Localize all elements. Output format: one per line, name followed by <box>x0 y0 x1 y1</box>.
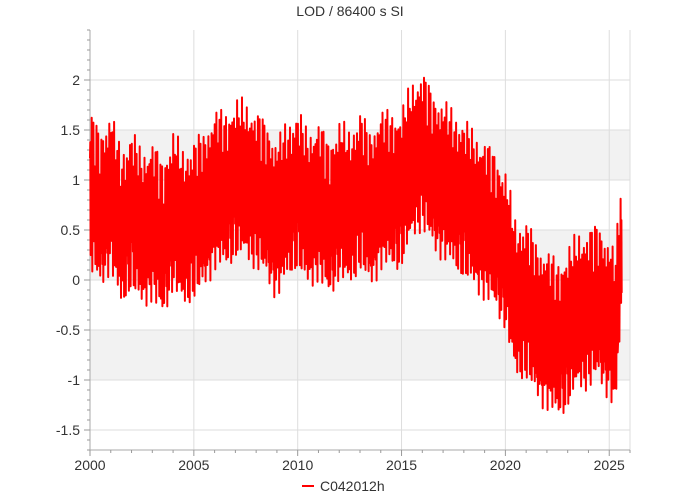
y-tick-label: -1 <box>68 372 81 388</box>
y-tick-label: 2 <box>72 72 80 88</box>
y-tick-label: 1.5 <box>61 122 81 138</box>
y-tick-label: 1 <box>72 172 80 188</box>
y-tick-label: 0.5 <box>61 222 81 238</box>
legend-label: C042012h <box>320 478 385 494</box>
x-tick-label: 2000 <box>74 457 105 473</box>
x-tick-label: 2010 <box>282 457 313 473</box>
y-tick-label: -1.5 <box>56 422 80 438</box>
y-tick-label: -0.5 <box>56 322 80 338</box>
x-tick-label: 2015 <box>386 457 417 473</box>
x-tick-label: 2025 <box>594 457 625 473</box>
series-line <box>89 76 623 414</box>
chart-title: LOD / 86400 s SI <box>296 3 403 19</box>
series-layer <box>89 76 623 414</box>
legend: C042012h <box>302 478 385 494</box>
y-tick-label: 0 <box>72 272 80 288</box>
x-tick-label: 2020 <box>490 457 521 473</box>
x-tick-label: 2005 <box>178 457 209 473</box>
